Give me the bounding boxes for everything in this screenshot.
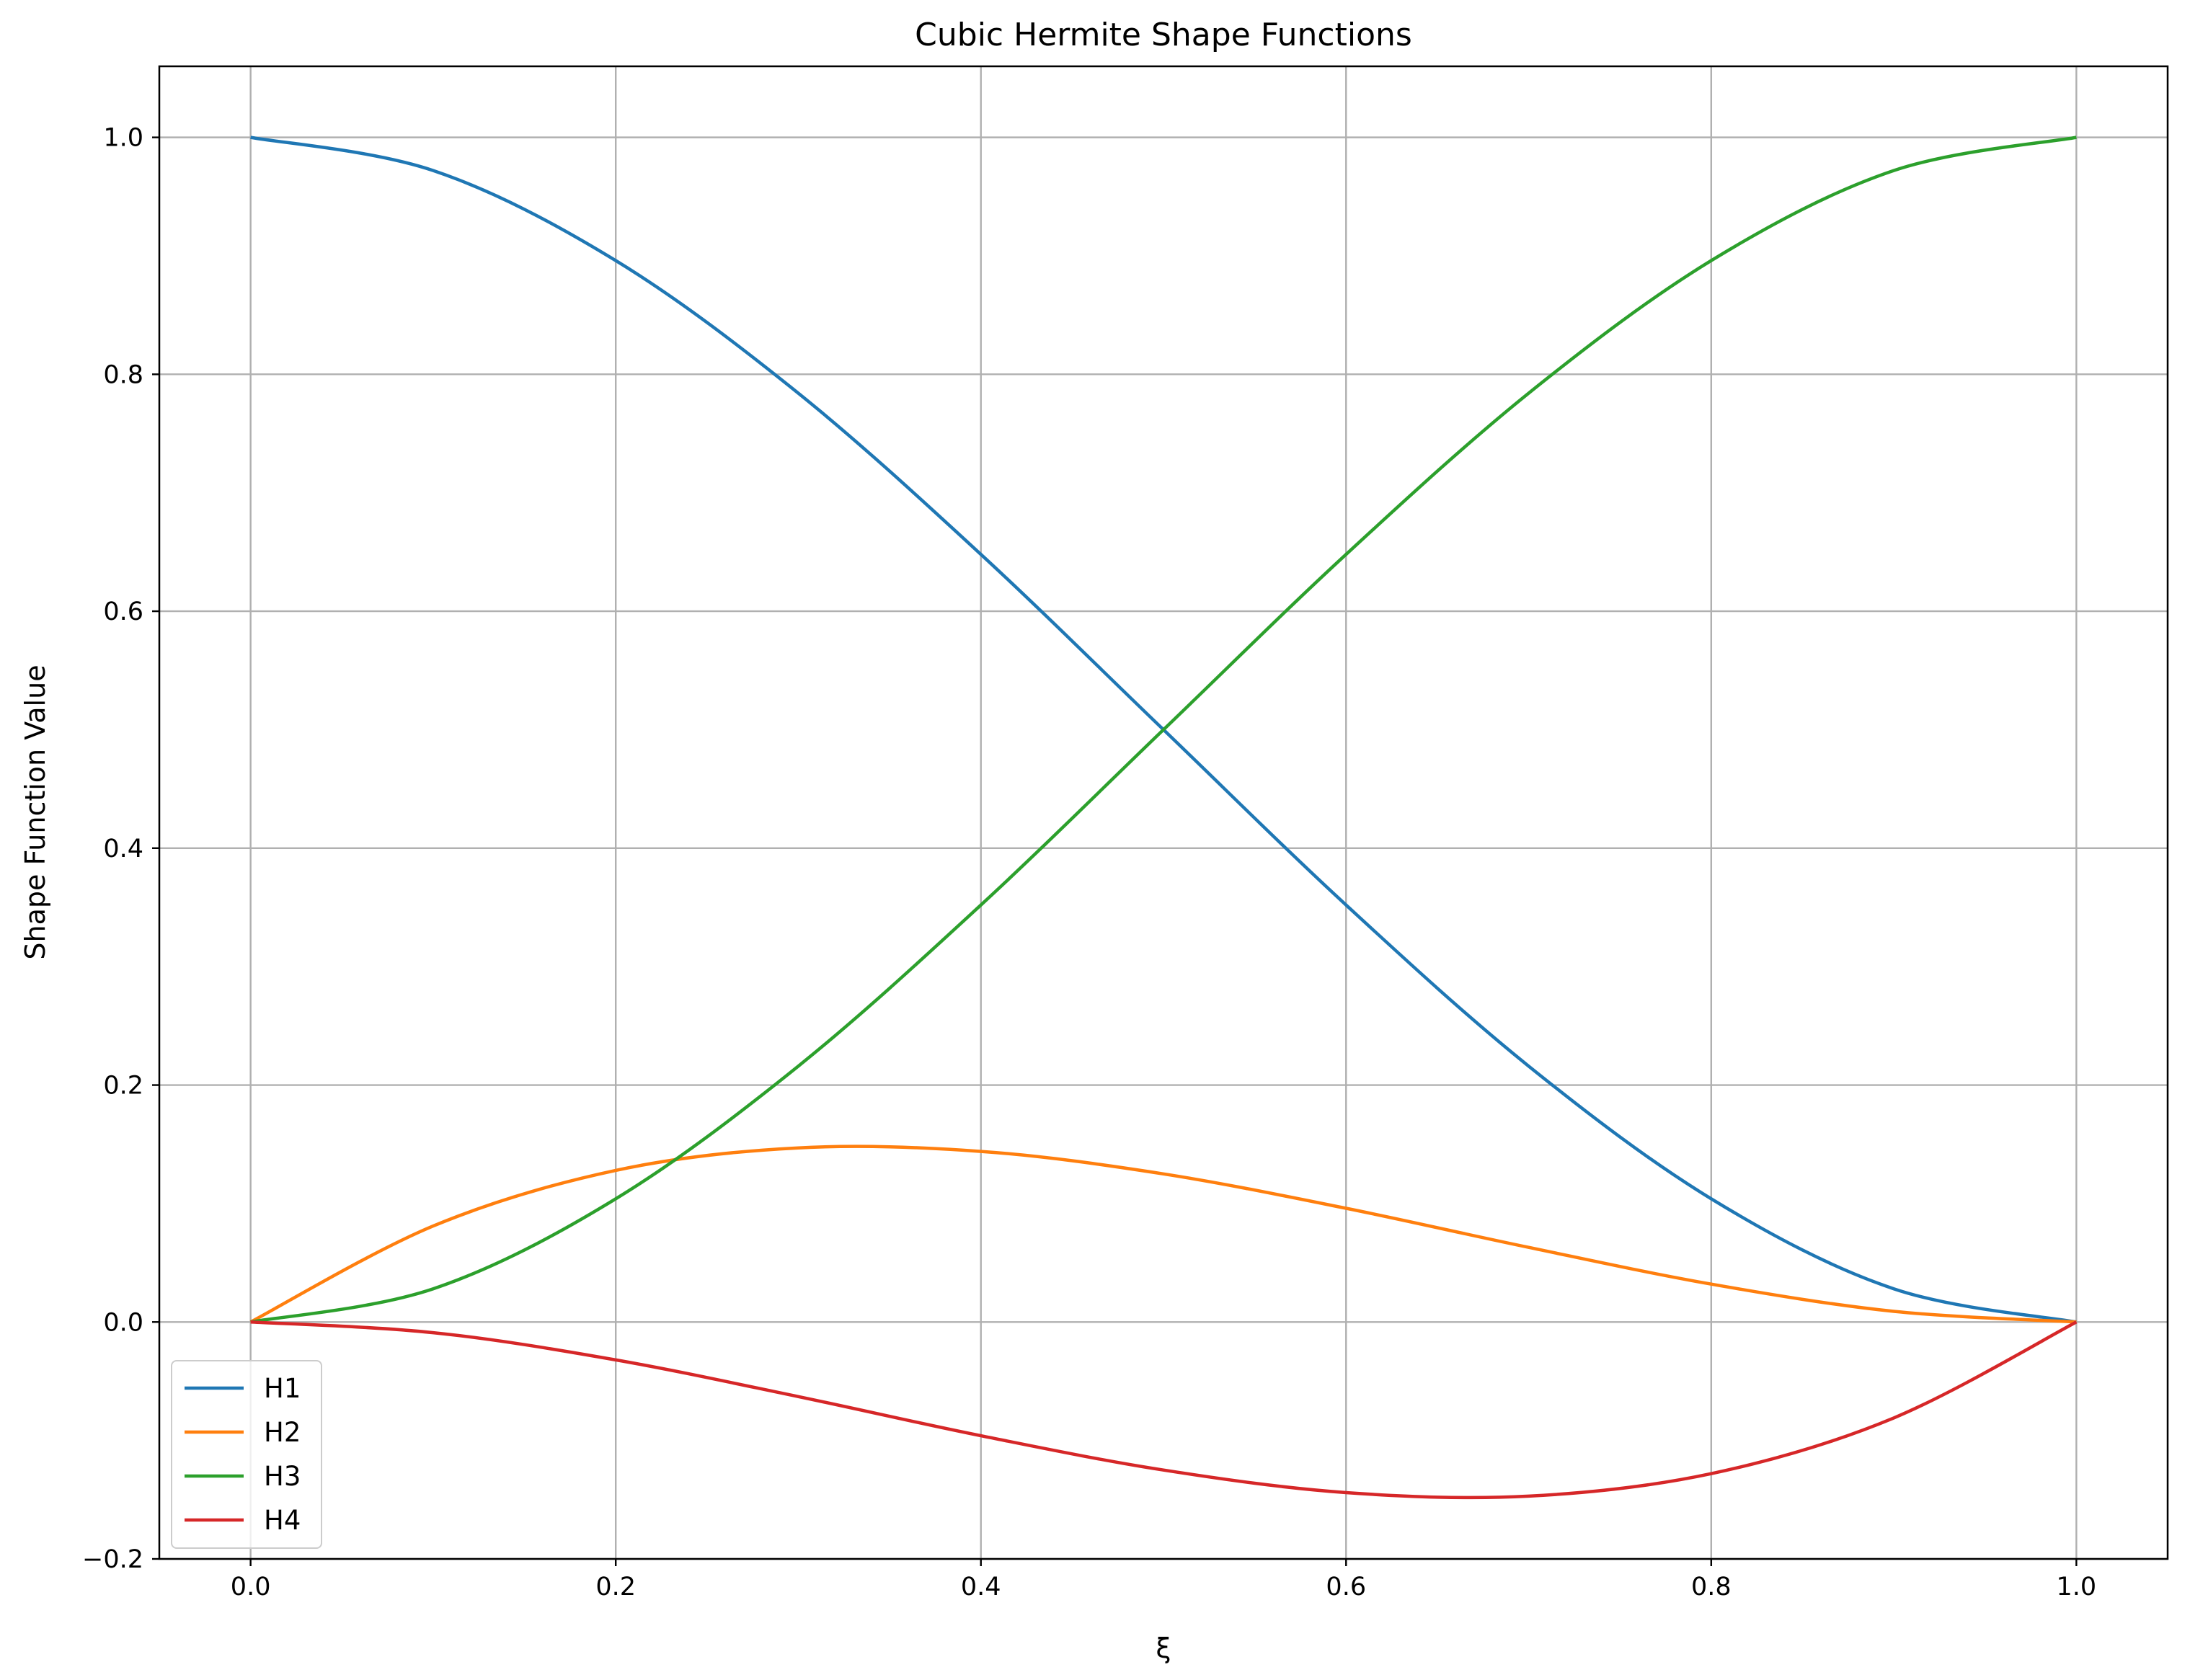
grid <box>159 66 2168 1560</box>
y-axis-title: Shape Function Value <box>19 665 51 959</box>
series-line-h3 <box>250 135 2077 1324</box>
legend: H1 H2 H3 H4 <box>171 1360 322 1549</box>
y-tick-label: 0.2 <box>103 1072 143 1101</box>
x-tick-label: 0.4 <box>961 1573 1001 1601</box>
y-tick-label: 0.8 <box>103 360 143 389</box>
ticks: 0.0 0.2 0.4 0.6 0.8 1.0 −0.2 0.0 0.2 0.4 0.6 0.8 1.0 <box>82 124 2096 1601</box>
y-tick-label: 1.0 <box>103 124 143 153</box>
legend-label: H4 <box>264 1505 301 1536</box>
series-layer <box>249 135 2078 1500</box>
x-tick-label: 0.6 <box>1326 1573 1366 1601</box>
y-tick-label: 0.6 <box>103 597 143 626</box>
legend-label: H2 <box>264 1417 301 1448</box>
x-tick-label: 1.0 <box>2057 1573 2097 1601</box>
y-tick-label: 0.4 <box>103 835 143 863</box>
x-tick-label: 0.8 <box>1691 1573 1732 1601</box>
legend-box <box>171 1360 322 1549</box>
legend-label: H1 <box>264 1373 301 1404</box>
y-tick-label: −0.2 <box>82 1545 143 1574</box>
chart-title: Cubic Hermite Shape Functions <box>915 17 1412 53</box>
x-tick-label: 0.0 <box>231 1573 271 1601</box>
y-tick-label: 0.0 <box>103 1308 143 1337</box>
series-line-h4 <box>250 1320 2078 1500</box>
x-axis-title: ξ <box>1156 1632 1171 1664</box>
plot-frame <box>158 65 2169 1560</box>
series-line-h2 <box>249 1145 2077 1324</box>
x-tick-label: 0.2 <box>595 1573 636 1601</box>
legend-label: H3 <box>264 1461 301 1492</box>
